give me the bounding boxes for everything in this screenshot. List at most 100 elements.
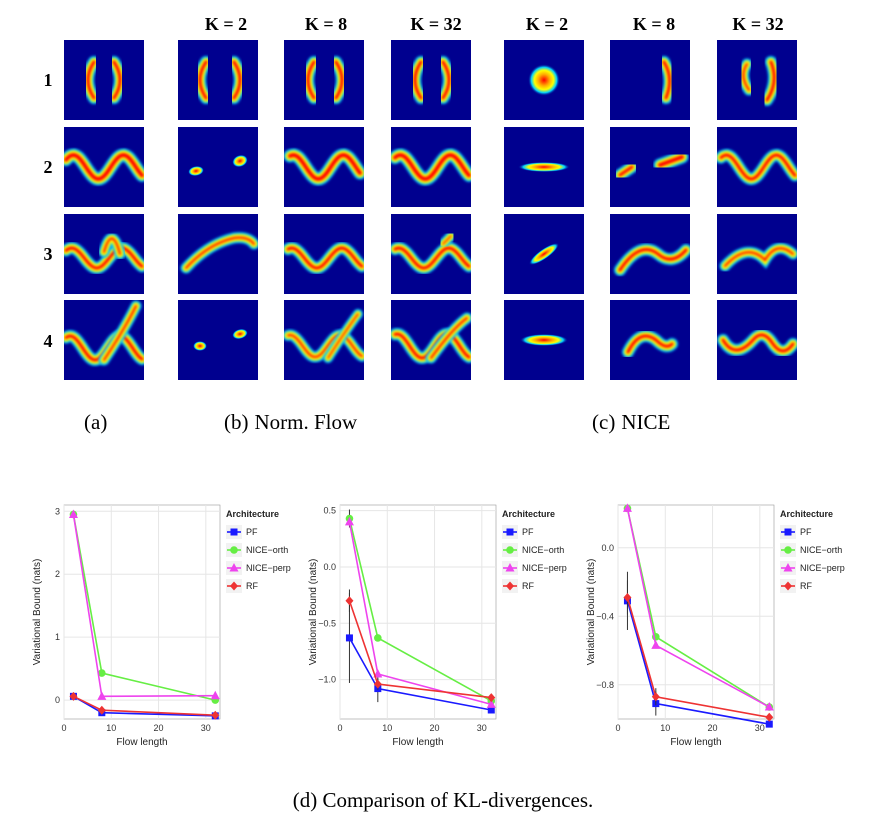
chart-2: 0 10 20 30 −1.0 −0.5 0.0 0.5 Flow length Variatio… (306, 495, 586, 757)
chart-1-legend-title: Architecture (226, 509, 279, 519)
chart-1-svg: 0 10 20 30 0 1 2 3 Flow length Variational Bound … (32, 504, 291, 748)
chart-2-xtick-1: 10 (382, 723, 392, 733)
chart-1-xtick-0: 0 (61, 723, 66, 733)
chart-2-series-3-point-0 (345, 596, 354, 606)
density-tile-r2-c3 (284, 127, 364, 207)
chart-1-series-1-point-1 (98, 669, 106, 677)
chart-1-legend-key-marker-1 (230, 546, 238, 554)
density-tile-r4-c4 (391, 300, 471, 380)
chart-1-series-2-point-2 (210, 690, 220, 700)
density-tile-r4-c7 (717, 300, 797, 380)
chart-2-series-1-point-1 (374, 634, 382, 642)
chart-2-ylabel: Variational Bound (nats) (308, 559, 319, 666)
chart-2-ytick-2: 0.0 (323, 562, 336, 572)
density-tile-r2-c7 (717, 127, 797, 207)
chart-2-ytick-1: −0.5 (318, 618, 336, 628)
chart-1-series-3-point-1 (97, 705, 106, 715)
sublabel-b-text: Norm. Flow (254, 410, 358, 434)
chart-3-ytick-1: −0.4 (596, 611, 614, 621)
chart-2-legend-key-marker-1 (506, 546, 514, 554)
chart-2-legend-label-0: PF (522, 527, 534, 537)
chart-2-legend-key-marker-3 (506, 581, 514, 591)
chart-2-ytick-3: 0.5 (323, 506, 336, 516)
chart-1-ytick-0: 0 (55, 695, 60, 705)
row-label-4: 4 (43, 331, 53, 351)
chart-2-legend-label-1: NICE−orth (522, 545, 564, 555)
chart-1-xtick-3: 30 (201, 723, 211, 733)
chart-2-series-3-point-1 (373, 679, 382, 689)
density-tile-r3-c2 (178, 214, 258, 294)
density-tile-r1-c2 (178, 40, 258, 120)
chart-3-legend-key-marker-3 (784, 581, 792, 591)
chart-1-ylabel: Variational Bound (nats) (32, 559, 43, 666)
density-tile-r1-c6 (610, 40, 690, 120)
density-tile-r2-c2 (178, 127, 258, 207)
density-tile-r2-c5 (504, 127, 584, 207)
chart-3-legend-key-marker-0 (784, 528, 792, 536)
figure-caption: (d) Comparison of KL-divergences. (0, 788, 886, 813)
col-header-normflow-k32: K = 32 (410, 14, 462, 34)
chart-3-legend-key-marker-1 (784, 546, 792, 554)
chart-3-series-3-point-1 (651, 692, 660, 702)
sublabel-a-tag: (a) (84, 410, 108, 434)
density-tile-r1-c5 (504, 40, 584, 120)
chart-2-ytick-0: −1.0 (318, 675, 336, 685)
chart-2-plot-area (339, 504, 497, 720)
col-header-nice-k2: K = 2 (525, 14, 569, 34)
chart-2-series-3-point-2 (487, 693, 496, 703)
density-tile-r1-c7 (717, 40, 797, 120)
chart-1-series-3-point-0 (69, 691, 78, 701)
chart-1-ytick-3: 3 (55, 506, 60, 516)
chart-2-series-2-point-2 (486, 699, 496, 708)
density-tile-r4-c3 (284, 300, 364, 380)
col-header-normflow-k2: K = 2 (204, 14, 248, 34)
density-tile-r3-c3 (284, 214, 364, 294)
chart-1-legend-label-1: NICE−orth (246, 545, 288, 555)
chart-1-legend-key-marker-2 (229, 563, 239, 572)
chart-2-xtick-2: 20 (430, 723, 440, 733)
chart-3-series-2-point-1 (651, 640, 661, 649)
chart-1-xtick-1: 10 (106, 723, 116, 733)
row-label-3: 3 (43, 244, 53, 264)
chart-3: 0 10 20 30 −0.8 −0.4 0.0 Flow length Variational… (584, 495, 864, 757)
chart-2-xtick-0: 0 (337, 723, 342, 733)
chart-1-xtick-2: 20 (154, 723, 164, 733)
sublabel-c-tag: (c) (592, 410, 616, 434)
chart-1-legend-label-2: NICE−perp (246, 563, 291, 573)
chart-3-xlabel: Flow length (670, 737, 721, 748)
density-tile-r1-c3 (284, 40, 364, 120)
chart-3-series-3-point-0 (623, 592, 632, 602)
chart-2-svg: 0 10 20 30 −1.0 −0.5 0.0 0.5 Flow length Variatio… (308, 504, 567, 748)
chart-3-series-2-point-0 (622, 503, 632, 512)
chart-3-xtick-2: 20 (708, 723, 718, 733)
chart-3-svg: 0 10 20 30 −0.8 −0.4 0.0 Flow length Variational… (586, 503, 845, 748)
chart-3-ytick-2: 0.0 (601, 543, 614, 553)
chart-1: 0 10 20 30 0 1 2 3 Flow length Variational Bound … (30, 495, 310, 757)
density-tile-r3-c6 (610, 214, 690, 294)
density-tile-r4-c6 (610, 300, 690, 380)
chart-3-ylabel: Variational Bound (nats) (586, 559, 597, 666)
row-label-1: 1 (43, 70, 53, 90)
chart-1-xlabel: Flow length (116, 737, 167, 748)
chart-1-legend-key-marker-0 (230, 528, 238, 536)
chart-1-series-3-point-2 (211, 710, 220, 720)
density-tile-r3-c4 (391, 214, 471, 294)
density-tile-r4-c2 (178, 300, 258, 380)
sublabel-b: (b) Norm. Flow (224, 410, 357, 435)
chart-2-legend-key-marker-0 (506, 528, 514, 536)
chart-2-series-0-point-0 (345, 634, 353, 642)
chart-3-legend-label-3: RF (800, 581, 812, 591)
chart-1-legend-label-3: RF (246, 581, 258, 591)
chart-2-legend-label-3: RF (522, 581, 534, 591)
density-tile-r3-c1 (64, 214, 144, 294)
chart-2-xlabel: Flow length (392, 737, 443, 748)
caption-tag: (d) (292, 788, 318, 812)
density-tile-r1-c1 (64, 40, 144, 120)
sublabel-a: (a) (84, 410, 107, 435)
density-tile-r3-c5 (504, 214, 584, 294)
chart-2-legend-key-marker-2 (505, 563, 515, 572)
col-header-nice-k32: K = 32 (732, 14, 784, 34)
density-tile-r3-c7 (717, 214, 797, 294)
row-label-2: 2 (43, 157, 53, 177)
chart-1-ytick-1: 1 (55, 632, 60, 642)
